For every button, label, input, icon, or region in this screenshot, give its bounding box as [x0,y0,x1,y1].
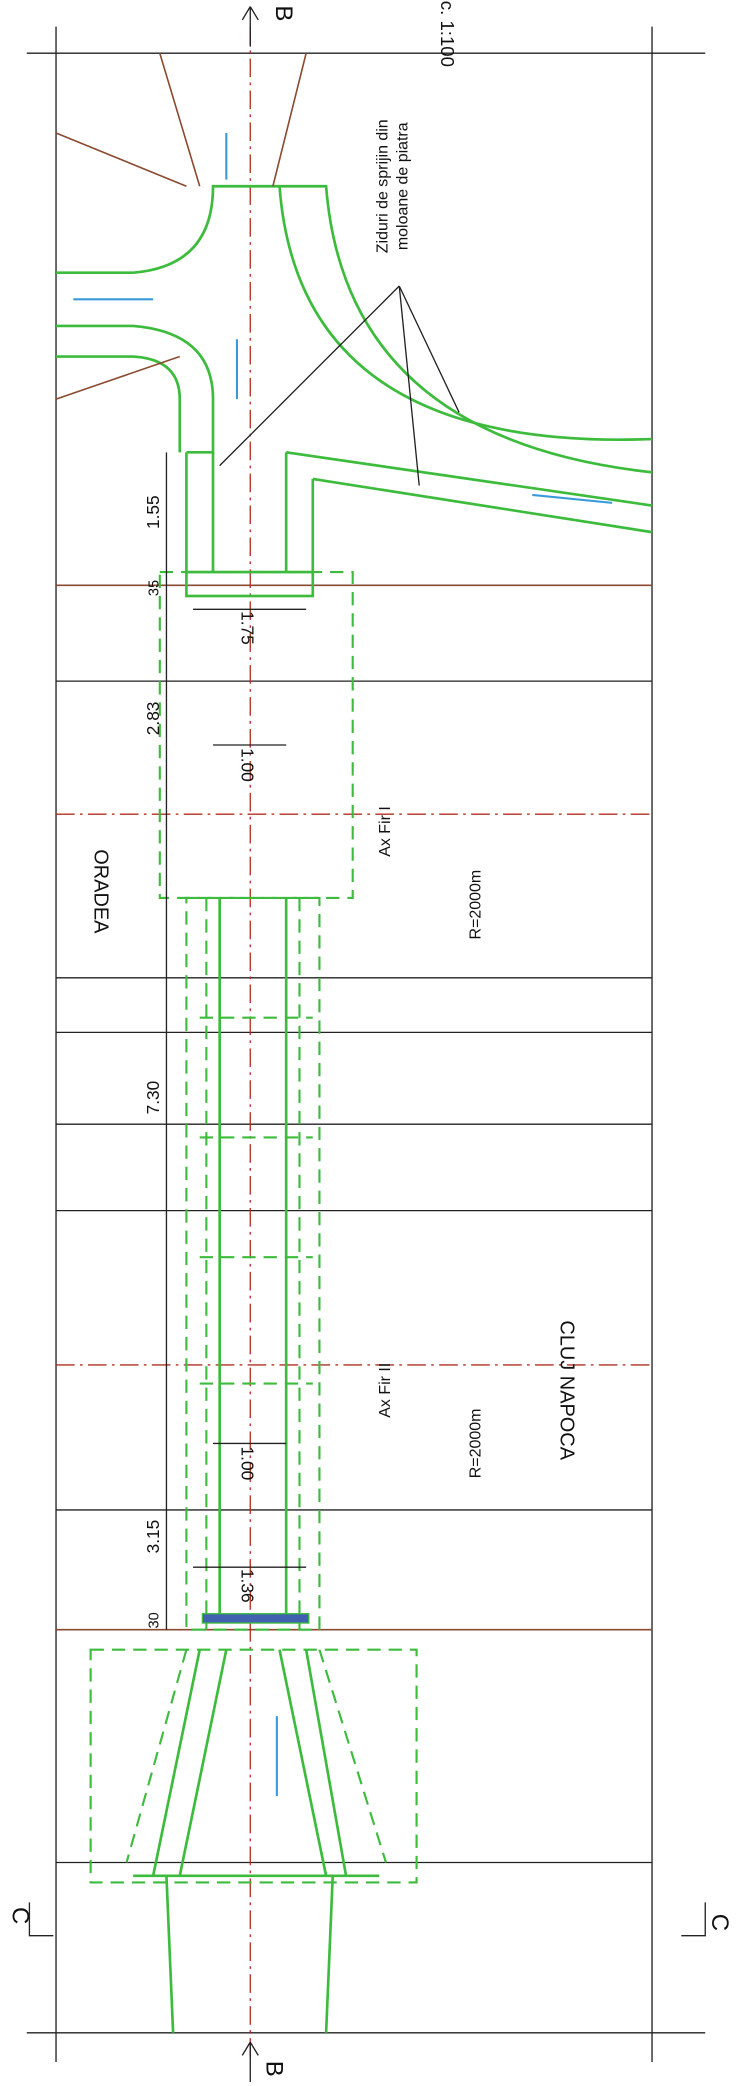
label: CLUJ NAPOCA [555,1320,577,1460]
dimension-lines [165,452,307,1630]
label: B [261,2061,288,2077]
label: R=2000m [468,1409,485,1479]
label: 3.15 [143,1520,163,1554]
label: 1.36 [238,1569,258,1603]
label: R=2000m [468,870,485,940]
arrows [28,6,706,2083]
label: 1.00 [238,748,258,782]
label: sc. 1:100 [437,0,458,67]
culvert [158,570,354,1631]
label: 1.55 [143,495,163,529]
label: moloane de piatra [394,122,411,250]
frame [26,26,706,2063]
label: 1.75 [238,611,258,645]
label: B [270,5,297,21]
label: 1.00 [238,1447,258,1481]
label: 30 [146,1612,162,1628]
label: C [706,1914,733,1931]
label: 2.83 [143,702,163,736]
road-lines [56,26,653,2063]
label: 7.30 [143,1081,163,1115]
label: Ax Fir II [377,1363,394,1418]
label: ORADEA [90,849,112,934]
label: C [6,1907,33,1924]
label: 35 [146,580,162,596]
label: Ax Fir I [377,806,394,857]
label: Ziduri de sprijin din [375,119,392,253]
inlet [89,1648,418,2033]
intersection [55,52,653,598]
